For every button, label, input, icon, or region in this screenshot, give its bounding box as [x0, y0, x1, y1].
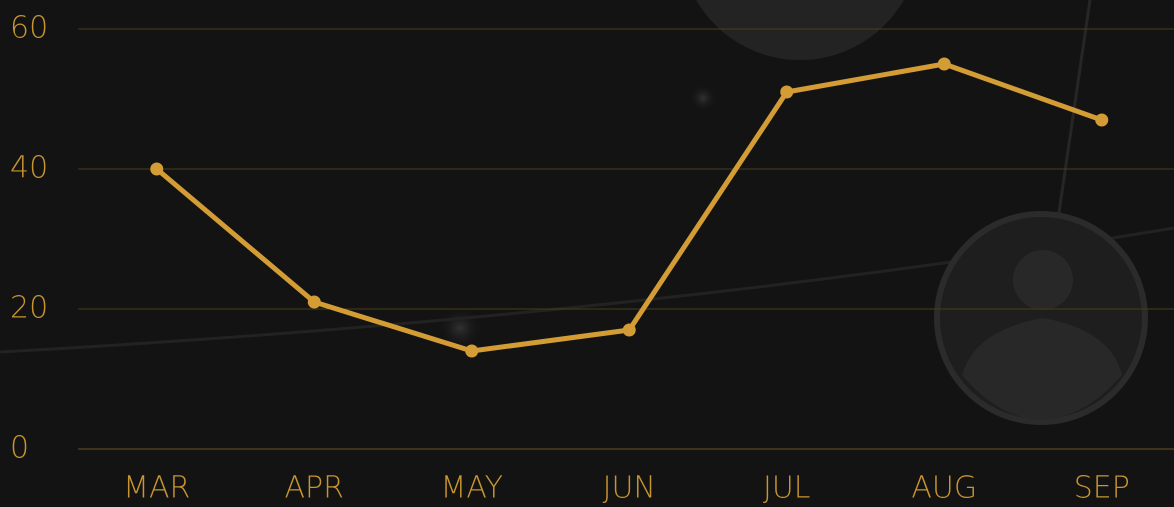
x-tick-label: MAY [441, 471, 503, 506]
point [150, 162, 164, 176]
point [307, 295, 321, 309]
background-decoration [0, 0, 1174, 425]
point [937, 57, 951, 71]
x-tick-label: MAR [123, 471, 190, 506]
x-tick-label: JUN [603, 471, 656, 506]
y-tick-label: 0 [10, 431, 29, 466]
x-tick-label: JUL [763, 471, 811, 506]
point [465, 344, 479, 358]
x-tick-label: SEP [1074, 471, 1130, 506]
x-tick-label: APR [285, 471, 344, 506]
y-tick-label: 40 [10, 151, 48, 186]
y-tick-label: 20 [10, 291, 48, 326]
y-tick-label: 60 [10, 11, 48, 46]
x-tick-label: AUG [911, 471, 977, 506]
point [1095, 113, 1109, 127]
point [780, 85, 794, 99]
point [622, 323, 636, 337]
